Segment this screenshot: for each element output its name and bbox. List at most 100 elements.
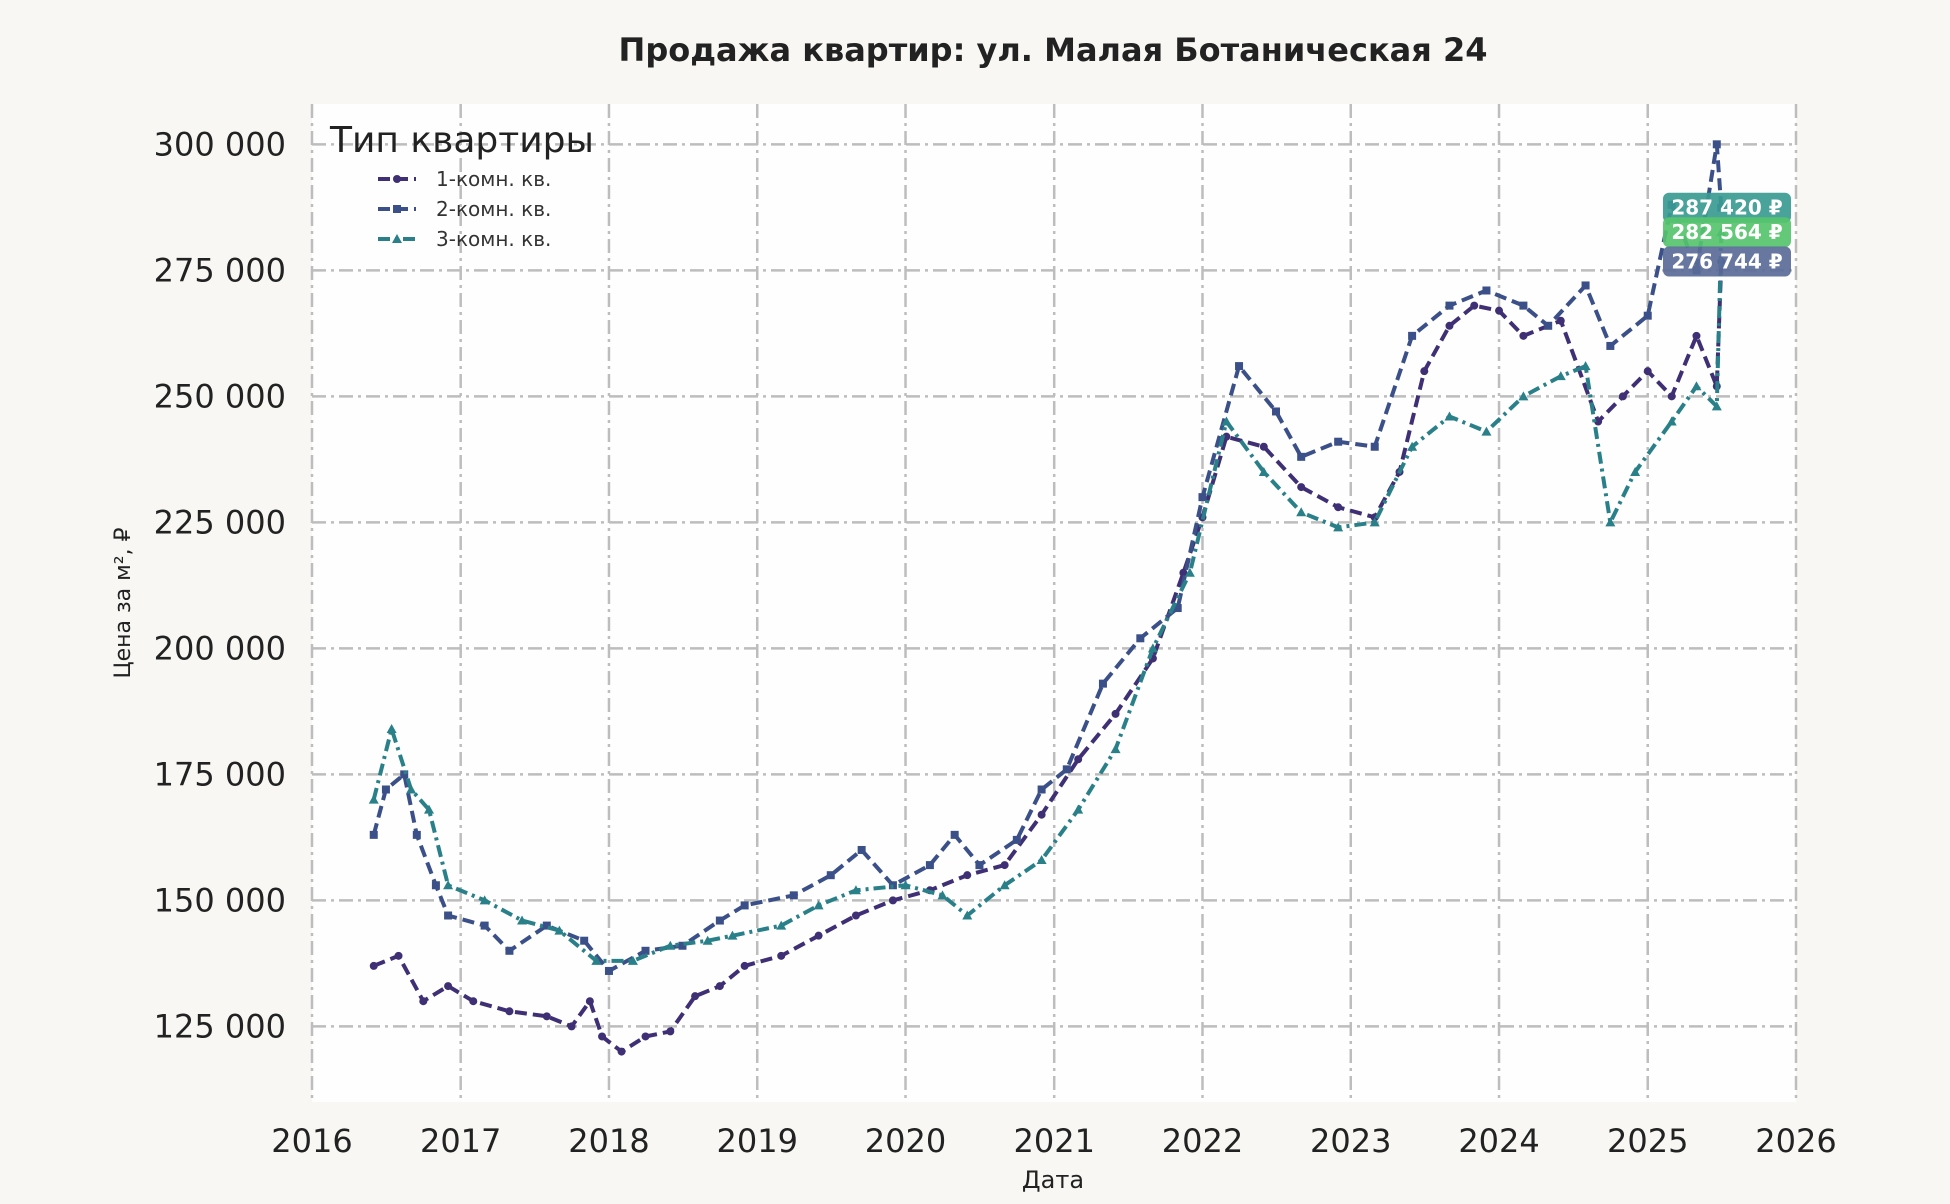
- data-point: [925, 861, 934, 870]
- data-point: [444, 982, 453, 991]
- data-point: [604, 966, 613, 975]
- data-point: [857, 845, 866, 854]
- x-tick-label: 2016: [271, 1122, 352, 1160]
- series-line: [372, 261, 1724, 1054]
- data-point: [1580, 361, 1591, 371]
- data-point: [505, 946, 514, 955]
- x-tick-label: 2019: [717, 1122, 798, 1160]
- data-point: [1147, 643, 1158, 653]
- data-point: [999, 880, 1010, 890]
- y-tick-label: 150 000: [154, 881, 286, 919]
- data-point: [1334, 437, 1343, 446]
- data-point: [850, 885, 861, 895]
- data-point: [580, 936, 589, 945]
- legend-item: 1-комн. кв.: [378, 167, 551, 191]
- legend-label: 2-комн. кв.: [436, 197, 551, 221]
- x-tick-label: 2023: [1310, 1122, 1391, 1160]
- data-point: [740, 961, 749, 970]
- data-point: [598, 1032, 607, 1041]
- data-point: [962, 910, 973, 920]
- data-point: [1036, 855, 1047, 865]
- data-point: [1334, 503, 1343, 512]
- data-point: [542, 1012, 551, 1021]
- data-point: [1594, 417, 1603, 426]
- legend-swatch-marker: [393, 205, 401, 213]
- end-label-box: [1663, 192, 1791, 223]
- data-point: [406, 784, 417, 794]
- data-point: [1666, 416, 1677, 426]
- data-point: [423, 804, 434, 814]
- legend-item: 2-комн. кв.: [378, 197, 551, 221]
- data-point: [585, 997, 594, 1006]
- data-point: [740, 901, 749, 910]
- data-point: [1000, 861, 1009, 870]
- y-tick-label: 200 000: [154, 629, 286, 667]
- data-point: [1111, 709, 1120, 718]
- data-point: [1073, 804, 1084, 814]
- data-point: [1605, 517, 1616, 527]
- x-tick-label: 2025: [1607, 1122, 1688, 1160]
- data-point: [1445, 301, 1454, 310]
- data-point: [1110, 744, 1121, 754]
- data-point: [1420, 367, 1429, 376]
- x-tick-label: 2017: [420, 1122, 501, 1160]
- data-point: [1037, 785, 1046, 794]
- legend: Тип квартиры 1-комн. кв. 2-комн. кв. 3-ком…: [329, 120, 594, 251]
- data-point: [1179, 568, 1188, 577]
- data-point: [1544, 321, 1553, 330]
- data-point: [727, 930, 738, 940]
- x-axis-label: Дата: [1022, 1166, 1084, 1194]
- legend-item: 3-комн. кв.: [378, 227, 551, 251]
- y-tick-label: 225 000: [154, 503, 286, 541]
- data-point: [517, 915, 528, 925]
- end-label: 276 744 ₽: [1663, 246, 1791, 277]
- data-point: [1618, 392, 1627, 401]
- data-point: [1037, 810, 1046, 819]
- data-point: [641, 1032, 650, 1041]
- data-point: [1259, 442, 1268, 451]
- data-point: [1667, 392, 1676, 401]
- data-point: [1643, 311, 1652, 320]
- data-point: [1258, 466, 1269, 476]
- end-label-text: 276 744 ₽: [1671, 250, 1782, 274]
- data-point: [715, 982, 724, 991]
- y-tick-label: 250 000: [154, 377, 286, 415]
- data-point: [1470, 301, 1479, 310]
- data-point: [412, 830, 421, 839]
- data-point: [1481, 426, 1492, 436]
- data-point: [469, 997, 478, 1006]
- data-point: [1297, 483, 1306, 492]
- data-point: [678, 941, 687, 950]
- x-tick-label: 2024: [1458, 1122, 1539, 1160]
- legend-items: 1-комн. кв. 2-комн. кв. 3-комн. кв.: [378, 167, 551, 251]
- end-labels: 287 420 ₽282 564 ₽ 276 744 ₽: [1663, 192, 1791, 277]
- data-point: [1482, 286, 1491, 295]
- data-point: [1712, 140, 1721, 149]
- data-point: [702, 935, 713, 945]
- data-point: [369, 830, 378, 839]
- data-point: [1235, 362, 1244, 371]
- data-point: [1519, 331, 1528, 340]
- end-label-text: 282 564 ₽: [1671, 220, 1782, 244]
- data-point: [1297, 452, 1306, 461]
- y-axis-label: Цена за м², ₽: [111, 527, 136, 678]
- data-point: [591, 955, 602, 965]
- data-point: [1691, 381, 1702, 391]
- data-point: [443, 880, 454, 890]
- legend-title: Тип квартиры: [329, 120, 594, 161]
- legend-swatch-marker: [392, 234, 402, 243]
- data-point: [479, 895, 490, 905]
- series-1: [369, 257, 1726, 1056]
- data-point: [641, 946, 650, 955]
- chart-title: Продажа квартир: ул. Малая Ботаническая …: [619, 31, 1488, 69]
- end-label: 282 564 ₽: [1663, 217, 1791, 248]
- data-point: [1272, 407, 1281, 416]
- series-layer: [368, 140, 1727, 1056]
- data-point: [1012, 835, 1021, 844]
- data-point: [505, 1007, 514, 1016]
- data-point: [627, 955, 638, 965]
- legend-label: 1-комн. кв.: [436, 167, 551, 191]
- x-tick-label: 2022: [1162, 1122, 1243, 1160]
